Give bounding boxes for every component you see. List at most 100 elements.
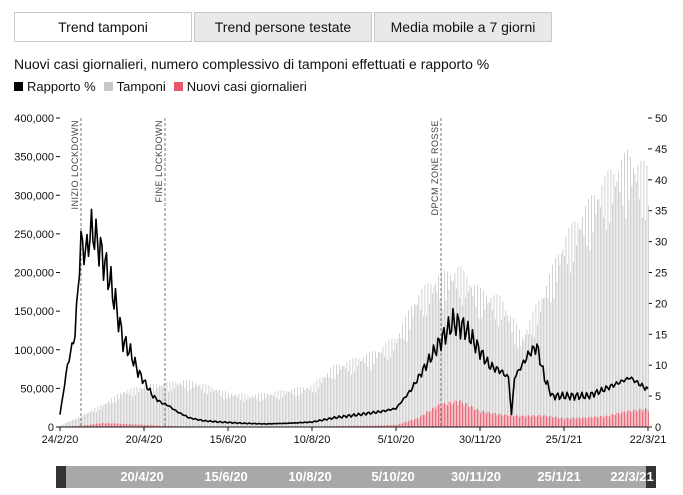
nuovi-casi-bar (168, 425, 169, 427)
nuovi-casi-bar (516, 415, 517, 427)
nuovi-casi-bar (424, 414, 426, 427)
nuovi-casi-bar (606, 415, 607, 427)
time-range-scroller[interactable]: 20/4/20 15/6/20 10/8/20 5/10/20 30/11/20… (56, 466, 656, 488)
nuovi-casi-bar (106, 423, 108, 427)
tamponi-bar (277, 390, 279, 427)
tamponi-bar (366, 354, 367, 427)
tamponi-bar (474, 285, 475, 427)
tamponi-bar (361, 360, 363, 427)
chart-svg: 0 50,000 100,000 150,000 200,000 250,000 300,0… (14, 113, 667, 446)
nuovi-casi-bar (564, 419, 565, 427)
nuovi-casi-bar (550, 415, 552, 427)
tamponi-bar (498, 326, 499, 427)
tab-trend-persone-testate[interactable]: Trend persone testate (194, 12, 372, 42)
tab-trend-tamponi[interactable]: Trend tamponi (14, 12, 192, 42)
nuovi-casi-bar (562, 418, 564, 427)
tamponi-bar (415, 304, 417, 427)
nuovi-casi-bar (144, 425, 145, 427)
nuovi-casi-bar (381, 425, 382, 427)
tamponi-bar (90, 412, 91, 427)
tamponi-bar (484, 309, 486, 427)
tamponi-bar (504, 316, 505, 427)
tamponi-bar (139, 387, 141, 427)
nuovi-casi-bar (384, 425, 385, 427)
tamponi-bar (540, 311, 541, 427)
nuovi-casi-bar (391, 425, 393, 427)
tamponi-bar (250, 396, 252, 427)
nuovi-casi-bar (153, 425, 154, 427)
tamponi-bar (418, 295, 420, 427)
tamponi-bar (268, 395, 270, 427)
scroller-left-handle[interactable] (56, 466, 66, 488)
tamponi-bar (457, 267, 459, 427)
nuovi-casi-bar (355, 425, 357, 427)
nuovi-casi-bar (624, 411, 625, 427)
nuovi-casi-bar (604, 416, 606, 427)
tamponi-bar (525, 334, 526, 427)
tamponi-bar (195, 383, 196, 427)
tamponi-bar (282, 396, 283, 427)
nuovi-casi-bar (348, 425, 349, 427)
nuovi-casi-bar (570, 418, 571, 427)
nuovi-casi-bar (100, 423, 102, 427)
nuovi-casi-bar (621, 412, 622, 427)
nuovi-casi-bar (87, 425, 88, 427)
nuovi-casi-bar (558, 418, 559, 427)
nuovi-casi-bar (115, 423, 117, 427)
tamponi-bar (370, 369, 372, 427)
nuovi-casi-bar (510, 414, 511, 427)
nuovi-casi-bar (129, 424, 130, 427)
tamponi-bar (364, 363, 366, 427)
nuovi-casi-bar (598, 417, 600, 427)
tamponi-bar (517, 347, 519, 427)
tamponi-bar (400, 338, 402, 427)
tamponi-bar (295, 396, 297, 427)
legend-item-nuovi-casi[interactable]: Nuovi casi giornalieri (173, 79, 307, 94)
nuovi-casi-bar (523, 416, 525, 427)
nuovi-casi-bar (148, 425, 150, 427)
nuovi-casi-bar (483, 410, 484, 427)
tamponi-bar (237, 397, 238, 427)
nuovi-casi-bar (84, 425, 85, 427)
nuovi-casi-bar (441, 407, 442, 427)
tamponi-bar (375, 351, 376, 427)
tamponi-bar (280, 390, 282, 427)
tamponi-bar (528, 334, 529, 427)
tamponi-bar (459, 297, 460, 427)
tamponi-bar (222, 390, 223, 427)
tamponi-bar (648, 205, 649, 427)
tab-media-mobile[interactable]: Media mobile a 7 giorni (374, 12, 552, 42)
tamponi-bar (264, 393, 265, 427)
tamponi-bar (597, 199, 598, 427)
tamponi-bar (298, 395, 300, 427)
tamponi-bar (271, 393, 273, 427)
nuovi-casi-bar (496, 415, 498, 427)
tamponi-bar (156, 384, 157, 427)
scroller-track[interactable] (56, 466, 656, 488)
nuovi-casi-bar (435, 409, 436, 427)
tamponi-bar (262, 400, 264, 427)
nuovi-casi-bar (474, 410, 475, 427)
tamponi-bar (402, 324, 403, 427)
nuovi-casi-bar (472, 406, 474, 427)
nuovi-casi-bar (544, 414, 546, 427)
tamponi-bar (223, 399, 225, 427)
tamponi-bar (514, 343, 516, 427)
scroller-right-handle[interactable] (646, 466, 656, 488)
nuovi-casi-bar (112, 423, 114, 427)
tamponi-bar (330, 368, 331, 427)
y-right-tick-label: 10 (655, 360, 667, 372)
tamponi-bar (598, 199, 600, 427)
tamponi-bar (231, 394, 232, 427)
annotation-label: INIZIO LOCKDOWN (70, 120, 80, 210)
tamponi-bar (354, 371, 355, 427)
tamponi-bar (562, 248, 564, 427)
tamponi-bar (490, 298, 492, 427)
tamponi-bar (556, 281, 558, 427)
tamponi-bar (144, 386, 145, 427)
tamponi-bar (279, 399, 280, 427)
legend-item-rapporto[interactable]: Rapporto % (14, 79, 96, 94)
tamponi-bar (409, 329, 411, 427)
tamponi-bar (115, 402, 117, 427)
legend-item-tamponi[interactable]: Tamponi (103, 79, 166, 94)
